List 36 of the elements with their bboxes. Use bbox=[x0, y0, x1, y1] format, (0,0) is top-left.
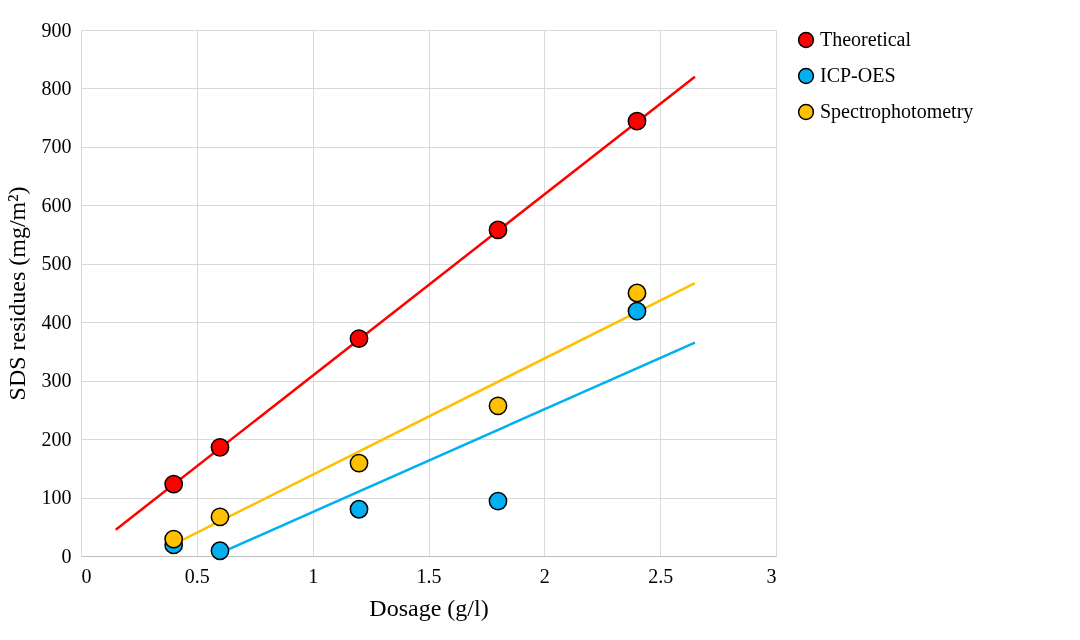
point bbox=[627, 111, 647, 131]
point bbox=[210, 437, 230, 457]
point bbox=[627, 301, 647, 321]
point bbox=[627, 283, 647, 303]
y-tick-label: 900 bbox=[41, 18, 72, 41]
x-tick-label: 0 bbox=[81, 564, 92, 587]
y-axis-title: SDS residues (mg/m²) bbox=[3, 186, 30, 401]
x-tick-label: 0.5 bbox=[184, 564, 210, 587]
point bbox=[349, 329, 369, 348]
point bbox=[349, 453, 369, 473]
x-tick-label: 2 bbox=[539, 564, 550, 587]
point bbox=[488, 396, 508, 416]
x-tick-label: 3 bbox=[766, 564, 777, 587]
legend-label: Spectrophotometry bbox=[820, 100, 974, 123]
x-axis-title: Dosage (g/l) bbox=[369, 594, 489, 621]
y-tick-label: 800 bbox=[41, 76, 72, 99]
y-tick-label: 200 bbox=[41, 427, 72, 450]
x-tick-label: 1 bbox=[308, 564, 319, 587]
y-tick-label: 300 bbox=[41, 369, 72, 392]
point bbox=[349, 499, 369, 519]
y-tick-label: 400 bbox=[41, 310, 72, 333]
y-tick-label: 0 bbox=[61, 544, 72, 567]
legend-label: Theoretical bbox=[820, 28, 912, 50]
point bbox=[488, 220, 508, 240]
x-tick-label: 2.5 bbox=[648, 564, 674, 587]
y-tick-label: 600 bbox=[41, 193, 72, 216]
y-tick-label: 100 bbox=[41, 486, 72, 509]
y-tick-label: 700 bbox=[41, 135, 72, 158]
legend-label: ICP-OES bbox=[820, 64, 896, 86]
point bbox=[164, 529, 184, 549]
point bbox=[210, 541, 230, 561]
y-tick-label: 500 bbox=[41, 252, 72, 275]
x-tick-label: 1.5 bbox=[416, 564, 442, 587]
point bbox=[164, 474, 184, 494]
point bbox=[488, 491, 508, 511]
point bbox=[210, 507, 230, 527]
